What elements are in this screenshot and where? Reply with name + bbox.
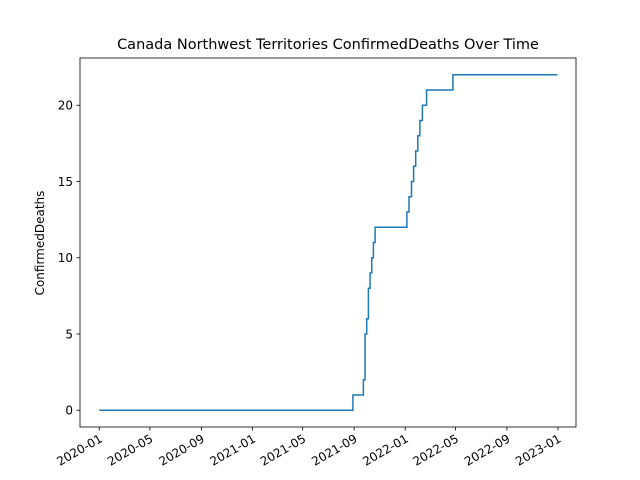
axes-frame	[79, 57, 577, 428]
x-tick-label: 2022-09	[462, 431, 512, 468]
x-tick-label: 2022-05	[411, 431, 461, 468]
y-tick-label: 15	[58, 175, 73, 189]
y-axis-label: ConfirmedDeaths	[33, 191, 47, 296]
chart-title: Canada Northwest Territories ConfirmedDe…	[117, 37, 539, 53]
y-axis: 0 5 10 15 20	[58, 99, 80, 418]
y-tick-label: 20	[58, 99, 73, 113]
y-tick-label: 5	[65, 327, 73, 341]
x-tick-label: 2020-09	[156, 431, 206, 468]
x-tick-label: 2021-05	[258, 431, 308, 468]
y-tick-label: 10	[58, 251, 73, 265]
x-tick-label: 2022-01	[360, 431, 410, 468]
x-tick-label: 2020-05	[105, 431, 155, 468]
y-tick-label: 0	[65, 404, 73, 418]
x-axis: 2020-01 2020-05 2020-09 2021-01 2021-05 2021-…	[54, 427, 564, 469]
series-line-0	[99, 74, 558, 411]
x-tick-label: 2021-01	[208, 431, 258, 468]
x-tick-label: 2023-01	[513, 431, 563, 468]
x-tick-label: 2020-01	[54, 431, 104, 468]
plot-area	[79, 57, 577, 428]
x-tick-label: 2021-09	[309, 431, 359, 468]
